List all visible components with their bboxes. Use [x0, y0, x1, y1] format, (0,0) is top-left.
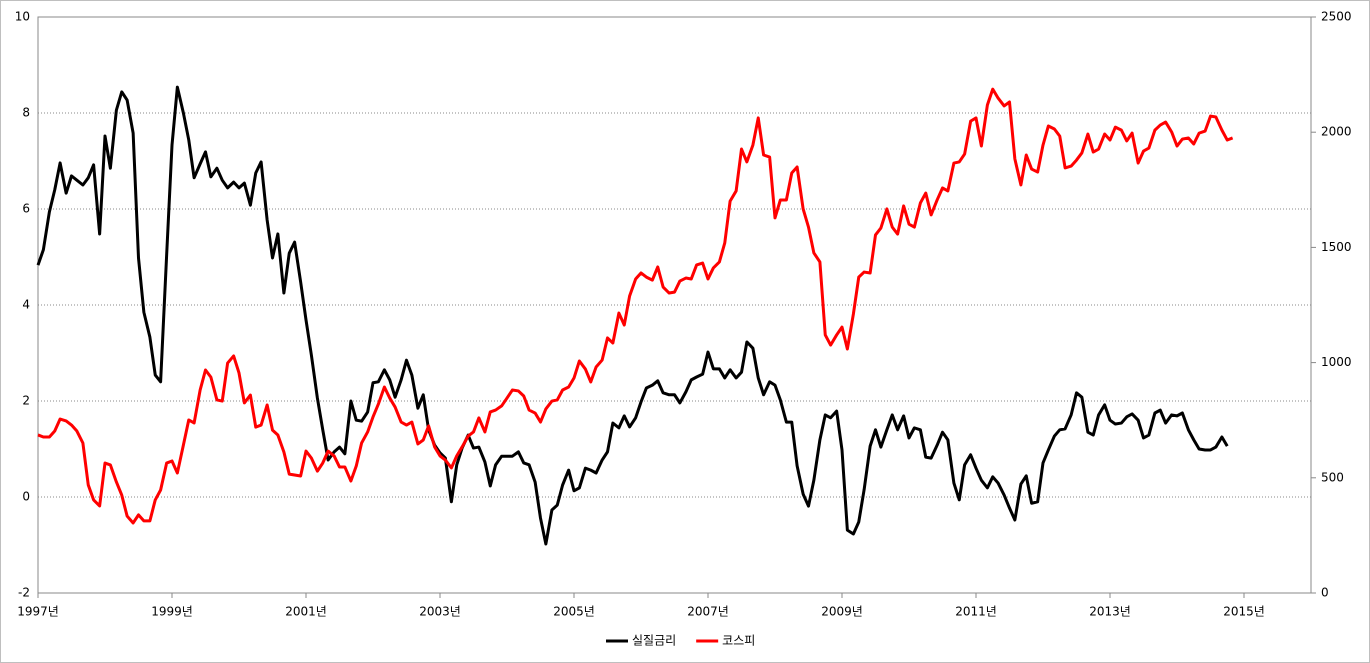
y-tick-label: -2: [18, 586, 30, 600]
y2-tick-label: 2000: [1321, 125, 1352, 139]
y2-tick-label: 500: [1321, 470, 1344, 484]
x-tick-label: 2009년: [821, 605, 863, 619]
x-tick-label: 2003년: [419, 605, 461, 619]
legend-label: 실질금리: [632, 634, 676, 648]
y2-tick-label: 2500: [1321, 10, 1352, 24]
x-tick-label: 2013년: [1089, 605, 1131, 619]
y2-tick-label: 1500: [1321, 240, 1352, 254]
x-tick-label: 2001년: [285, 605, 327, 619]
x-tick-label: 2007년: [687, 605, 729, 619]
y-tick-label: 2: [22, 394, 30, 408]
y-tick-label: 4: [22, 298, 30, 312]
y-tick-label: 8: [22, 106, 30, 120]
y-tick-label: 10: [15, 10, 30, 24]
x-tick-label: 2011년: [955, 605, 997, 619]
x-tick-label: 1997년: [17, 605, 59, 619]
x-tick-label: 2015년: [1223, 605, 1265, 619]
x-tick-label: 1999년: [151, 605, 193, 619]
legend-label: 코스피: [722, 634, 755, 648]
x-tick-label: 2005년: [553, 605, 595, 619]
plot-border: [37, 16, 1312, 594]
series-line: [36, 85, 1229, 546]
y-tick-label: 0: [22, 490, 30, 504]
series-line: [37, 87, 1234, 525]
y2-tick-label: 1000: [1321, 355, 1352, 369]
y2-tick-label: 0: [1321, 586, 1329, 600]
y-tick-label: 6: [22, 202, 30, 216]
